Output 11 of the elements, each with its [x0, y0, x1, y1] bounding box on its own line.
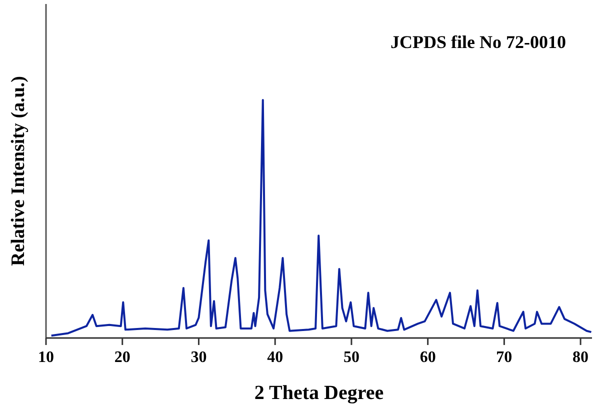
x-tick-label: 80 [572, 349, 589, 366]
x-tick-label: 50 [343, 349, 360, 366]
text: JCPDS file No 72-0010 [390, 32, 566, 52]
x-tick-label: 30 [190, 349, 207, 366]
x-tick-label: 20 [114, 349, 130, 366]
x-tick-label: 10 [38, 349, 54, 366]
y-axis-title: Relative Intensity (a.u.) [8, 76, 29, 266]
x-tick-label: 40 [267, 349, 284, 366]
x-axis-title: 2 Theta Degree [254, 382, 384, 404]
x-tick-label: 70 [496, 349, 512, 366]
x-tick-label: 60 [420, 349, 436, 366]
